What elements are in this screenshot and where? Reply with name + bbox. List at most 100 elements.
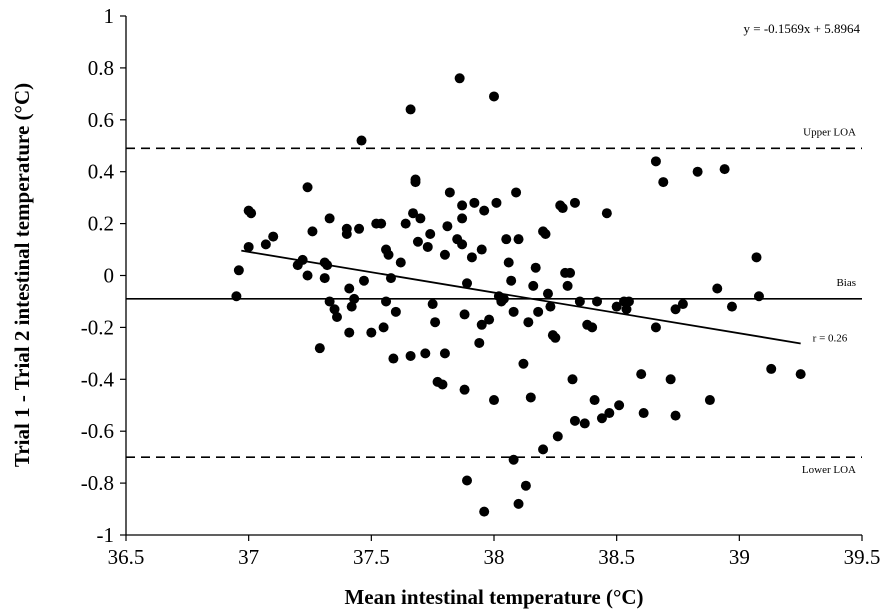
data-point: [719, 164, 730, 175]
y-tick-label: 0.8: [88, 56, 114, 80]
data-point: [484, 314, 495, 325]
data-point: [268, 231, 279, 242]
data-point: [344, 327, 355, 338]
data-point: [457, 200, 468, 211]
data-point: [604, 408, 615, 419]
data-point: [444, 187, 455, 198]
data-point: [476, 319, 487, 330]
data-point: [307, 226, 318, 237]
data-point: [459, 309, 470, 320]
data-point: [231, 291, 242, 302]
data-point: [349, 293, 360, 304]
data-point: [243, 241, 254, 252]
data-point: [552, 431, 563, 442]
data-point: [405, 104, 416, 115]
data-point: [381, 296, 392, 307]
regression-line-group: r = 0.26: [241, 249, 848, 344]
data-point: [439, 348, 450, 359]
data-point: [346, 301, 357, 312]
data-point: [489, 91, 499, 102]
data-point: [670, 304, 681, 315]
y-tick-label: 0.2: [88, 212, 114, 236]
data-point: [383, 249, 394, 260]
data-point: [442, 221, 453, 232]
data-point: [525, 392, 536, 403]
data-point: [246, 208, 257, 219]
data-point: [567, 374, 578, 385]
data-point: [523, 317, 534, 328]
data-point: [479, 205, 490, 216]
data-point: [753, 291, 764, 302]
data-point: [704, 395, 715, 406]
data-point: [457, 239, 468, 250]
data-point: [520, 480, 531, 491]
data-point: [557, 203, 568, 214]
x-tick-label: 38: [484, 545, 505, 569]
data-point: [415, 213, 426, 224]
data-points: [231, 73, 806, 517]
data-point: [658, 177, 669, 188]
data-point: [545, 301, 556, 312]
data-point: [358, 275, 369, 286]
data-point: [466, 252, 477, 263]
data-point: [518, 358, 529, 369]
data-point: [324, 296, 335, 307]
y-tick-label: -0.4: [81, 367, 115, 391]
correlation-label: r = 0.26: [813, 332, 848, 344]
data-point: [574, 296, 585, 307]
data-point: [491, 197, 502, 208]
data-point: [562, 280, 573, 291]
y-axis-title: Trial 1 - Trial 2 intestinal temperature…: [10, 83, 34, 467]
data-point: [408, 208, 419, 219]
data-point: [670, 410, 681, 421]
y-tick-label: -0.6: [81, 419, 114, 443]
data-point: [422, 241, 433, 252]
data-point: [462, 278, 473, 289]
data-point: [601, 208, 612, 219]
data-point: [540, 228, 551, 239]
data-point: [596, 413, 607, 424]
data-point: [569, 197, 580, 208]
y-tick-label: 0.6: [88, 108, 114, 132]
data-point: [233, 265, 244, 276]
data-point: [751, 252, 762, 263]
data-point: [405, 350, 416, 361]
data-point: [437, 379, 448, 390]
data-point: [621, 304, 632, 315]
data-point: [420, 348, 431, 359]
data-point: [378, 322, 389, 333]
data-point: [324, 213, 335, 224]
data-point: [726, 301, 737, 312]
data-point: [314, 343, 325, 354]
data-point: [341, 228, 352, 239]
data-point: [542, 288, 553, 299]
reference-lines: Upper LOA Bias Lower LOA: [126, 126, 862, 476]
data-point: [677, 299, 688, 310]
data-point: [388, 353, 399, 364]
data-point: [513, 498, 524, 509]
data-point: [503, 257, 514, 268]
data-point: [587, 322, 598, 333]
data-point: [565, 267, 576, 278]
data-point: [430, 317, 441, 328]
data-point: [366, 327, 377, 338]
data-point: [489, 395, 499, 406]
data-point: [795, 369, 806, 380]
data-point: [508, 306, 519, 317]
data-point: [354, 223, 365, 234]
x-axis-title: Mean intestinal temperature (°C): [344, 585, 643, 609]
data-point: [530, 262, 541, 273]
data-point: [538, 444, 549, 455]
data-point: [498, 293, 509, 304]
data-point: [331, 312, 342, 323]
data-point: [469, 197, 480, 208]
data-point: [611, 301, 622, 312]
ticks: 1 0.8 0.6 0.4 0.2 0 -0.2 -0.4 -0.6 -0.8 -136.5 37 37…: [81, 4, 881, 569]
data-point: [665, 374, 676, 385]
data-point: [395, 257, 406, 268]
data-point: [454, 73, 465, 84]
data-point: [302, 182, 313, 193]
data-point: [550, 332, 561, 343]
reference-line-label: Upper LOA: [803, 126, 856, 138]
